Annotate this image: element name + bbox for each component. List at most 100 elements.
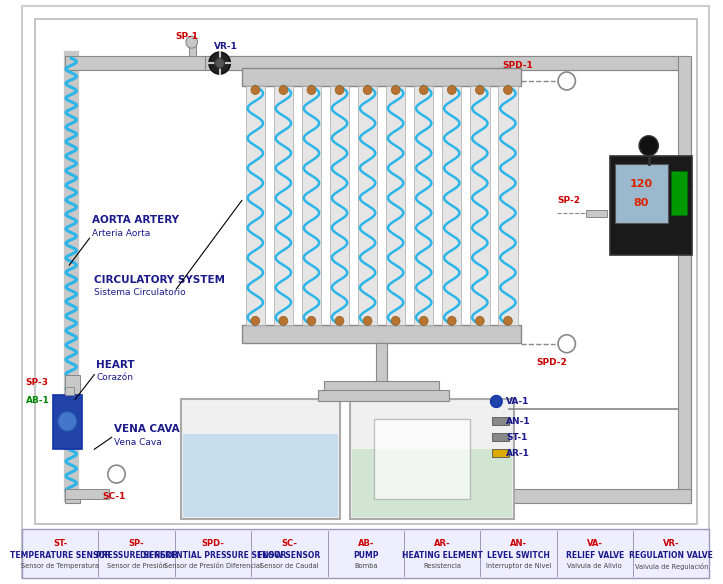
Text: Sensor de Presión Diferencial: Sensor de Presión Diferencial	[164, 563, 262, 569]
Bar	[386, 86, 406, 325]
Text: ST-1: ST-1	[506, 433, 527, 442]
Bar	[414, 86, 433, 325]
Text: RELIEF VALVE: RELIEF VALVE	[565, 551, 624, 559]
Circle shape	[558, 72, 576, 90]
Circle shape	[335, 85, 344, 95]
Text: VA-1: VA-1	[506, 397, 529, 406]
Bar	[241, 68, 521, 86]
Circle shape	[419, 317, 428, 325]
Text: VR-1: VR-1	[214, 41, 238, 51]
Bar	[492, 433, 509, 442]
Text: Valvula de Regulación: Valvula de Regulación	[635, 563, 708, 570]
Bar	[183, 434, 338, 517]
Text: Bomba: Bomba	[354, 563, 377, 569]
Circle shape	[251, 317, 260, 325]
Bar	[65, 409, 80, 449]
Bar	[246, 86, 265, 325]
Bar	[671, 171, 688, 215]
Bar	[53, 395, 82, 449]
Circle shape	[504, 317, 513, 325]
Text: Sensor de Presión: Sensor de Presión	[107, 563, 166, 569]
Text: AORTA ARTERY: AORTA ARTERY	[93, 215, 179, 225]
Bar	[358, 86, 377, 325]
Bar	[470, 86, 489, 325]
Text: AB-1: AB-1	[26, 396, 50, 405]
Bar	[205, 56, 677, 70]
Text: SC-1: SC-1	[102, 492, 125, 500]
Bar	[324, 381, 440, 391]
Bar	[22, 529, 709, 578]
Circle shape	[491, 395, 502, 408]
Text: Sensor de Temperatura: Sensor de Temperatura	[21, 563, 99, 569]
Text: Corazón: Corazón	[96, 373, 133, 382]
Bar	[318, 390, 449, 401]
Text: PRESSURE SENSOR: PRESSURE SENSOR	[95, 551, 178, 559]
Circle shape	[307, 317, 316, 325]
Bar	[65, 374, 80, 397]
Circle shape	[639, 135, 659, 156]
Text: HEATING ELEMENT: HEATING ELEMENT	[402, 551, 482, 559]
Text: FLOW SENSOR: FLOW SENSOR	[258, 551, 320, 559]
Circle shape	[279, 317, 288, 325]
Bar	[488, 489, 691, 503]
Text: VR-: VR-	[663, 539, 680, 548]
Circle shape	[504, 85, 513, 95]
Text: Interruptor de Nivel: Interruptor de Nivel	[486, 563, 551, 569]
Text: SP-: SP-	[129, 539, 145, 548]
Circle shape	[391, 85, 400, 95]
Text: LEVEL SWITCH: LEVEL SWITCH	[487, 551, 550, 559]
Text: SPD-: SPD-	[202, 539, 224, 548]
Circle shape	[558, 335, 576, 353]
Text: AR-: AR-	[434, 539, 450, 548]
Bar	[324, 391, 333, 425]
Text: 80: 80	[633, 199, 649, 208]
Bar	[330, 86, 349, 325]
Circle shape	[476, 317, 484, 325]
Bar	[374, 419, 471, 499]
Text: CIRCULATORY SYSTEM: CIRCULATORY SYSTEM	[94, 275, 226, 285]
Bar	[610, 156, 692, 255]
Text: AN-: AN-	[510, 539, 527, 548]
Text: AR-1: AR-1	[506, 449, 530, 458]
Circle shape	[391, 317, 400, 325]
Circle shape	[307, 85, 316, 95]
Circle shape	[448, 317, 456, 325]
Bar	[65, 56, 685, 70]
Text: Vena Cava: Vena Cava	[114, 438, 161, 447]
Text: DIFFERENTIAL PRESSURE SENSOR: DIFFERENTIAL PRESSURE SENSOR	[140, 551, 286, 559]
Bar	[351, 449, 512, 517]
Bar	[181, 399, 340, 519]
Circle shape	[58, 412, 77, 432]
Circle shape	[251, 85, 260, 95]
Text: PUMP: PUMP	[353, 551, 378, 559]
Circle shape	[363, 85, 372, 95]
Bar	[350, 399, 514, 519]
Text: Sensor de Caudal: Sensor de Caudal	[260, 563, 319, 569]
Bar	[376, 343, 388, 388]
Bar	[65, 489, 108, 499]
Text: Valvula de Alivio: Valvula de Alivio	[568, 563, 623, 569]
Bar	[615, 164, 668, 223]
Bar	[241, 325, 521, 343]
Bar	[492, 449, 509, 457]
Text: AB-: AB-	[357, 539, 374, 548]
Text: Resistencia: Resistencia	[423, 563, 461, 569]
Bar	[586, 210, 607, 217]
Circle shape	[419, 85, 428, 95]
Bar	[492, 418, 509, 425]
Bar	[498, 86, 518, 325]
Text: AN-1: AN-1	[506, 417, 531, 426]
Text: TEMPERATURE SENSOR: TEMPERATURE SENSOR	[10, 551, 111, 559]
Circle shape	[209, 52, 230, 74]
Text: HEART: HEART	[96, 360, 135, 370]
Text: SPD-2: SPD-2	[536, 358, 567, 367]
Text: SPD-1: SPD-1	[502, 61, 533, 69]
Text: REGULATION VALVE: REGULATION VALVE	[629, 551, 713, 559]
Circle shape	[279, 85, 288, 95]
Circle shape	[186, 36, 197, 48]
Circle shape	[215, 58, 224, 68]
Bar	[274, 86, 293, 325]
Text: ST-: ST-	[53, 539, 67, 548]
Bar	[35, 19, 697, 524]
Text: Arteria Aorta: Arteria Aorta	[93, 229, 150, 238]
